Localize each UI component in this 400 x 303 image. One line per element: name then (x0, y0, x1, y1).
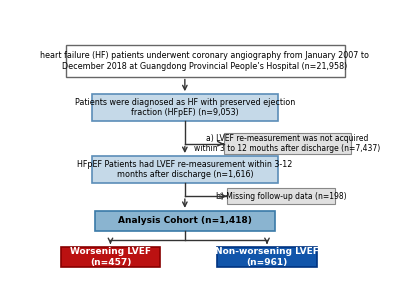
FancyBboxPatch shape (61, 247, 160, 267)
Text: a) LVEF re-measurement was not acquired
within 3 to 12 mouths after discharge (n: a) LVEF re-measurement was not acquired … (194, 134, 380, 153)
FancyBboxPatch shape (92, 94, 278, 121)
Text: b) Missing follow-up data (n=198): b) Missing follow-up data (n=198) (216, 192, 346, 201)
Text: heart failure (HF) patients underwent coronary angiography from January 2007 to
: heart failure (HF) patients underwent co… (40, 51, 370, 71)
FancyBboxPatch shape (224, 133, 351, 154)
Text: Worsening LVEF
(n=457): Worsening LVEF (n=457) (70, 247, 151, 267)
FancyBboxPatch shape (66, 45, 344, 77)
Text: Analysis Cohort (n=1,418): Analysis Cohort (n=1,418) (118, 216, 252, 225)
Text: Non-worsening LVEF
(n=961): Non-worsening LVEF (n=961) (215, 247, 319, 267)
FancyBboxPatch shape (92, 156, 278, 183)
FancyBboxPatch shape (95, 211, 275, 231)
FancyBboxPatch shape (227, 188, 335, 204)
Text: Patients were diagnosed as HF with preserved ejection
fraction (HFpEF) (n=9,053): Patients were diagnosed as HF with prese… (75, 98, 295, 117)
Text: HFpEF Patients had LVEF re-measurement within 3-12
months after discharge (n=1,6: HFpEF Patients had LVEF re-measurement w… (77, 160, 292, 179)
FancyBboxPatch shape (218, 247, 317, 267)
